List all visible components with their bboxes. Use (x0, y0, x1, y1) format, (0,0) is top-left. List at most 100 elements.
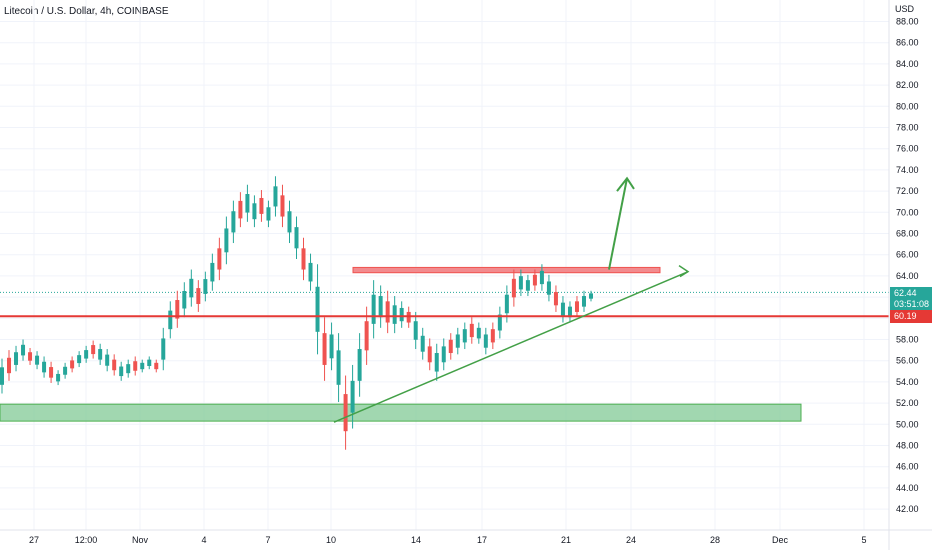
y-tick-label: 80.00 (896, 101, 919, 111)
candle-body (532, 274, 537, 286)
last-price-badge: 62.44 03:51:08 (890, 287, 932, 311)
candles (0, 176, 593, 450)
trend-annotations[interactable] (333, 176, 690, 423)
candle-body (308, 262, 313, 282)
candle-body (84, 350, 89, 359)
candle-body (203, 279, 208, 294)
candle-body (182, 291, 187, 309)
x-tick-label: 17 (477, 535, 487, 545)
candle-body (217, 248, 222, 270)
candle-body (511, 278, 516, 298)
resistance-zone[interactable] (352, 266, 661, 274)
candle-body (567, 306, 572, 318)
y-tick-label: 44.00 (896, 483, 919, 493)
y-tick-label: 58.00 (896, 335, 919, 345)
x-tick-label: 4 (201, 535, 206, 545)
candle-body (140, 362, 145, 370)
candle-body (147, 359, 152, 366)
support-price-value: 60.19 (894, 311, 917, 321)
candle-body (210, 262, 215, 282)
candle-body (42, 361, 47, 373)
x-tick-label: 24 (626, 535, 636, 545)
candle-body (378, 296, 383, 318)
candle-body (574, 301, 579, 312)
candle-body (259, 197, 264, 214)
x-tick-label: Nov (132, 535, 149, 545)
y-tick-label: 64.00 (896, 271, 919, 281)
candle-body (273, 186, 278, 207)
y-tick-label: 78.00 (896, 123, 919, 133)
candle-body (63, 366, 68, 375)
candle-body (77, 355, 82, 364)
candle-body (413, 321, 418, 340)
candle-body (245, 194, 250, 213)
candle-body (154, 362, 159, 370)
candle-body (231, 211, 236, 233)
y-axis: 42.00 44.00 46.00 48.00 50.00 52.00 54.00 56.00… (896, 17, 919, 515)
candle-body (525, 280, 530, 291)
candle-body (448, 339, 453, 354)
candle-body (462, 329, 467, 343)
candle-body (371, 294, 376, 324)
y-tick-label: 54.00 (896, 377, 919, 387)
y-tick-label: 46.00 (896, 462, 919, 472)
gridlines (0, 0, 889, 530)
candle-body (301, 248, 306, 270)
candle-body (14, 352, 19, 365)
y-tick-label: 68.00 (896, 229, 919, 239)
candle-body (329, 334, 334, 359)
bar-countdown: 03:51:08 (894, 299, 930, 309)
candle-body (455, 334, 460, 348)
candle-body (175, 300, 180, 319)
candle-body (385, 301, 390, 323)
candle-body (294, 227, 299, 249)
candle-body (589, 293, 593, 299)
candle-body (392, 305, 397, 324)
x-tick-label: 10 (326, 535, 336, 545)
support-zone[interactable] (0, 403, 802, 422)
candle-body (539, 270, 544, 285)
x-tick-label: 28 (710, 535, 720, 545)
candle-body (126, 364, 131, 374)
candle-body (483, 334, 488, 348)
candle-body (315, 286, 320, 332)
y-tick-label: 70.00 (896, 207, 919, 217)
y-tick-label: 42.00 (896, 504, 919, 514)
candle-body (196, 288, 201, 304)
x-tick-label: 7 (265, 535, 270, 545)
candle-body (91, 345, 96, 355)
x-tick-label: 27 (29, 535, 39, 545)
y-tick-label: 76.00 (896, 144, 919, 154)
candle-body (504, 294, 509, 314)
y-tick-label: 66.00 (896, 250, 919, 260)
candle-body (238, 200, 243, 219)
candle-body (98, 349, 103, 360)
trend-line (333, 270, 689, 423)
candle-body (49, 367, 54, 378)
y-tick-label: 88.00 (896, 17, 919, 27)
candle-body (546, 281, 551, 295)
x-axis: 27 12:00 Nov 4 7 10 14 17 21 24 28 Dec 5 (29, 535, 867, 545)
candle-body (0, 367, 4, 385)
candle-body (553, 292, 558, 306)
candle-body (35, 355, 40, 365)
y-tick-label: 74.00 (896, 165, 919, 175)
candle-body (357, 349, 362, 381)
trend-line-arrowhead (678, 265, 690, 278)
x-tick-label: 14 (411, 535, 421, 545)
x-tick-label: Dec (772, 535, 789, 545)
y-tick-label: 84.00 (896, 59, 919, 69)
y-tick-label: 86.00 (896, 38, 919, 48)
candle-body (119, 366, 124, 377)
x-tick-label: 21 (561, 535, 571, 545)
candle-body (161, 338, 166, 360)
y-tick-label: 52.00 (896, 398, 919, 408)
candle-body (490, 329, 495, 343)
candle-body (343, 394, 348, 432)
candle-body (427, 346, 432, 363)
candle-body (560, 302, 565, 316)
candle-body (581, 296, 586, 307)
candle-body (105, 354, 110, 366)
candle-body (350, 380, 355, 413)
